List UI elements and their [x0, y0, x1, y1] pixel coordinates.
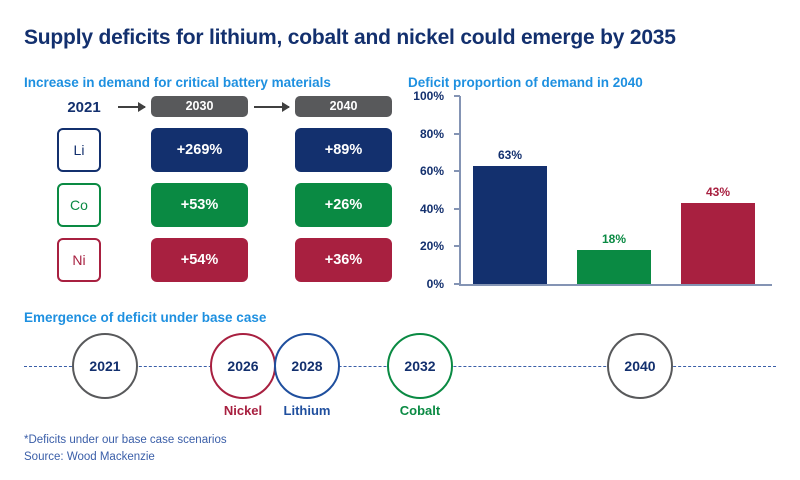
- demand-value-li-2040: +89%: [295, 128, 392, 172]
- chart-y-axis-labels: 0% 20% 40% 60% 80% 100%: [408, 89, 460, 296]
- deficit-bar-chart: 0% 20% 40% 60% 80% 100% 63% 18% 43%: [408, 89, 776, 296]
- demand-value-li-2030: +269%: [151, 128, 248, 172]
- element-symbol-ni: Ni: [57, 238, 101, 282]
- timeline-node-year: 2028: [274, 333, 340, 399]
- timeline-node-year: 2021: [72, 333, 138, 399]
- base-year-label: 2021: [67, 99, 101, 116]
- chart-y-tick-mark: [454, 170, 460, 173]
- section-heading-timeline: Emergence of deficit under base case: [24, 310, 267, 325]
- demand-value-co-2030: +53%: [151, 183, 248, 227]
- timeline-node-year: 2040: [607, 333, 673, 399]
- year-column-header-2030: 2030: [151, 96, 248, 117]
- section-heading-deficit: Deficit proportion of demand in 2040: [408, 75, 643, 90]
- chart-y-axis-line: [459, 96, 461, 286]
- arrow-2021-to-2030-icon: [118, 102, 146, 112]
- page-title: Supply deficits for lithium, cobalt and …: [24, 26, 676, 49]
- bar-lithium: 63%: [473, 148, 547, 284]
- chart-y-tick-label: 20%: [419, 239, 444, 254]
- demand-matrix: 2021 2030 2040 Li +269% +89% Co +53% +26…: [24, 96, 394, 286]
- demand-value-co-2040: +26%: [295, 183, 392, 227]
- section-heading-demand: Increase in demand for critical battery …: [24, 75, 331, 90]
- chart-y-tick-mark: [454, 207, 460, 210]
- chart-y-tick-mark: [454, 283, 460, 285]
- bar-nickel: 43%: [681, 185, 755, 284]
- bar-fill-cobalt: [577, 250, 651, 284]
- demand-value-ni-2030: +54%: [151, 238, 248, 282]
- bar-label-cobalt: 18%: [601, 232, 627, 247]
- chart-y-tick-label: 80%: [419, 126, 444, 141]
- chart-y-tick-label: 60%: [419, 164, 444, 179]
- demand-row-lithium: Li +269% +89%: [24, 128, 394, 172]
- timeline-node-label: Cobalt: [399, 403, 441, 418]
- demand-row-nickel: Ni +54% +36%: [24, 238, 394, 282]
- source-credit: Source: Wood Mackenzie: [24, 451, 155, 463]
- chart-y-tick-mark: [454, 95, 460, 97]
- element-symbol-co: Co: [57, 183, 101, 227]
- demand-row-cobalt: Co +53% +26%: [24, 183, 394, 227]
- chart-y-tick-label: 0%: [426, 277, 444, 291]
- demand-value-ni-2040: +36%: [295, 238, 392, 282]
- timeline-node-label: Nickel: [223, 403, 263, 418]
- deficit-timeline: 2021 2026 Nickel 2028 Lithium 2032 Cobalt 2040: [24, 330, 776, 420]
- bar-label-nickel: 43%: [705, 185, 731, 200]
- chart-y-tick-mark: [454, 245, 460, 248]
- bar-cobalt: 18%: [577, 232, 651, 284]
- timeline-node-year: 2026: [210, 333, 276, 399]
- footnote: *Deficits under our base case scenarios: [24, 434, 227, 446]
- arrow-2030-to-2040-icon: [254, 102, 290, 112]
- chart-y-tick-label: 40%: [419, 201, 444, 216]
- year-column-header-2040: 2040: [295, 96, 392, 117]
- chart-y-tick-label: 100%: [413, 89, 444, 103]
- chart-plot-area: 63% 18% 43%: [461, 96, 772, 284]
- timeline-node-year: 2032: [387, 333, 453, 399]
- bar-label-lithium: 63%: [497, 147, 523, 162]
- chart-y-tick-mark: [454, 132, 460, 135]
- bar-fill-lithium: [473, 165, 547, 284]
- bar-fill-nickel: [681, 203, 755, 284]
- element-symbol-li: Li: [57, 128, 101, 172]
- chart-x-axis-line: [459, 284, 772, 286]
- timeline-node-label: Lithium: [283, 403, 331, 418]
